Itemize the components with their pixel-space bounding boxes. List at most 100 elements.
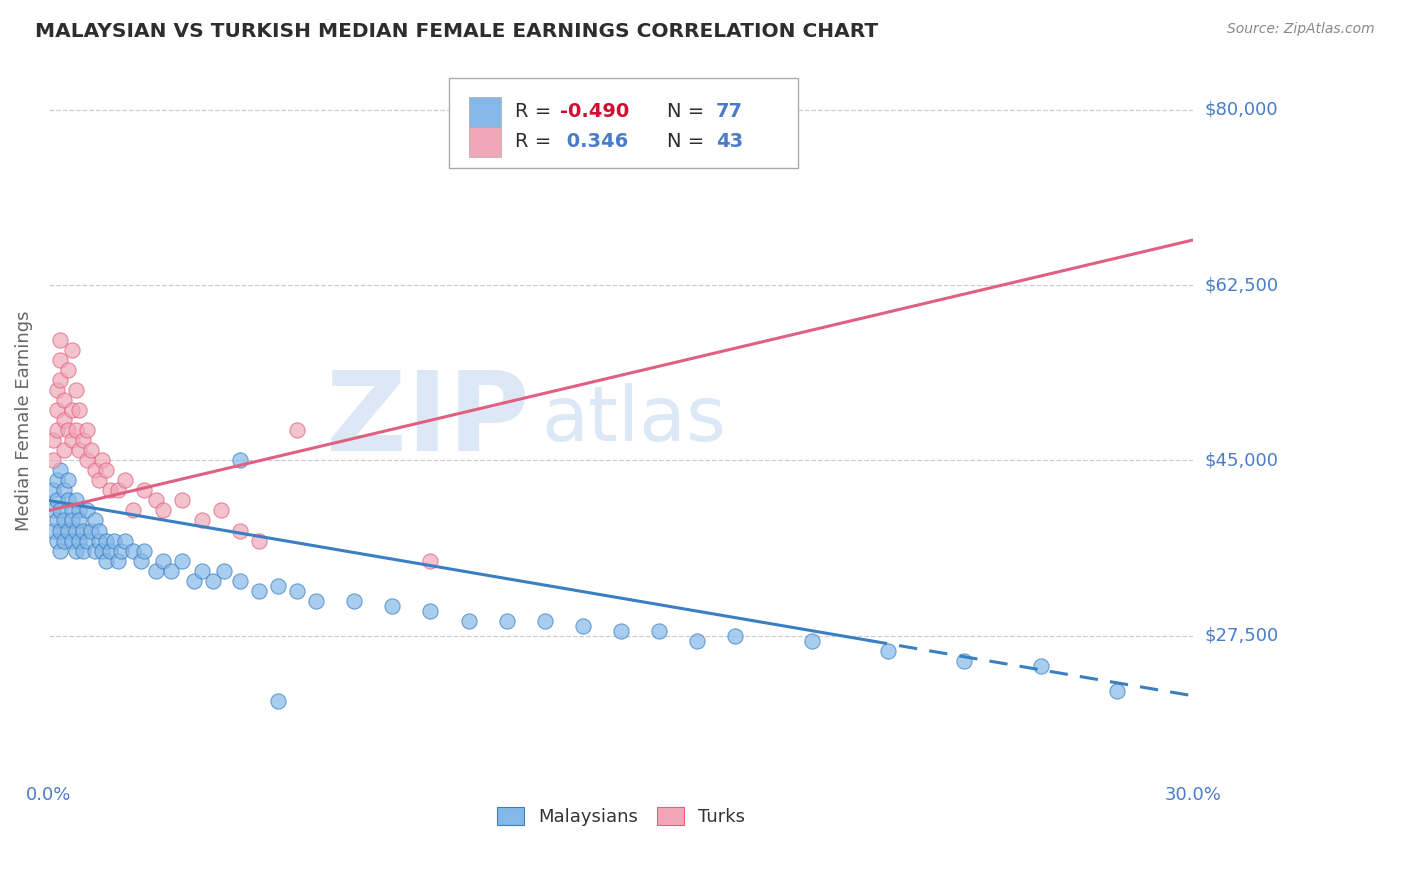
Point <box>76 533 98 548</box>
Point <box>69 403 91 417</box>
FancyBboxPatch shape <box>450 78 799 168</box>
Point <box>53 533 76 548</box>
Point <box>53 443 76 458</box>
Text: N =: N = <box>666 103 710 121</box>
Point <box>610 624 633 638</box>
Point <box>49 543 72 558</box>
Point <box>53 483 76 498</box>
Point <box>49 333 72 347</box>
Point <box>53 514 76 528</box>
Point <box>45 383 67 397</box>
Point <box>80 524 103 538</box>
Point <box>98 483 121 498</box>
Point <box>190 514 212 528</box>
Text: N =: N = <box>666 132 710 152</box>
Text: ZIP: ZIP <box>326 367 530 474</box>
Point <box>87 533 110 548</box>
Point <box>134 483 156 498</box>
Point <box>65 493 87 508</box>
Point <box>76 453 98 467</box>
Text: 43: 43 <box>716 132 744 152</box>
Point <box>49 373 72 387</box>
Point <box>457 614 479 628</box>
Point <box>69 514 91 528</box>
Point <box>60 403 83 417</box>
Point <box>724 629 747 643</box>
Point <box>83 543 105 558</box>
Point <box>56 474 79 488</box>
Y-axis label: Median Female Earnings: Median Female Earnings <box>15 310 32 531</box>
Text: $45,000: $45,000 <box>1205 451 1278 469</box>
Point <box>96 533 118 548</box>
Point <box>343 593 366 607</box>
Point <box>65 524 87 538</box>
Point <box>60 503 83 517</box>
Point <box>247 583 270 598</box>
Point <box>56 524 79 538</box>
Point <box>98 543 121 558</box>
Point <box>877 644 900 658</box>
Point <box>686 633 709 648</box>
Point <box>145 564 167 578</box>
Point <box>42 503 65 517</box>
Point <box>134 543 156 558</box>
Point <box>129 553 152 567</box>
Point <box>96 553 118 567</box>
Point <box>42 483 65 498</box>
Point <box>419 553 441 567</box>
Point <box>45 423 67 437</box>
Point <box>267 694 290 708</box>
Point <box>72 543 94 558</box>
Point <box>110 543 132 558</box>
Point <box>49 463 72 477</box>
Point <box>76 423 98 437</box>
Point <box>69 533 91 548</box>
Text: R =: R = <box>515 132 557 152</box>
Point <box>114 474 136 488</box>
Text: 0.346: 0.346 <box>561 132 628 152</box>
Text: atlas: atlas <box>541 384 725 458</box>
Point <box>103 533 125 548</box>
Point <box>228 453 250 467</box>
Point <box>45 493 67 508</box>
Point <box>145 493 167 508</box>
Point <box>214 564 236 578</box>
Point <box>152 503 174 517</box>
Point <box>91 453 114 467</box>
Point <box>1105 683 1128 698</box>
Point <box>49 353 72 368</box>
Point <box>228 574 250 588</box>
Text: $27,500: $27,500 <box>1205 627 1278 645</box>
FancyBboxPatch shape <box>468 97 501 127</box>
Point <box>201 574 224 588</box>
Text: 77: 77 <box>716 103 742 121</box>
Point <box>800 633 823 648</box>
Point <box>72 524 94 538</box>
Point <box>247 533 270 548</box>
Point <box>96 463 118 477</box>
Point <box>45 403 67 417</box>
Point <box>381 599 404 613</box>
Point <box>80 443 103 458</box>
Point <box>42 453 65 467</box>
Point <box>76 503 98 517</box>
Point <box>87 524 110 538</box>
Point <box>69 503 91 517</box>
Point <box>65 543 87 558</box>
Point <box>152 553 174 567</box>
Point <box>56 423 79 437</box>
Point <box>1029 658 1052 673</box>
Point <box>83 463 105 477</box>
Point <box>190 564 212 578</box>
Point <box>42 434 65 448</box>
Point <box>65 383 87 397</box>
Point <box>419 604 441 618</box>
Point <box>87 474 110 488</box>
Point <box>60 343 83 358</box>
Point <box>228 524 250 538</box>
Text: MALAYSIAN VS TURKISH MEDIAN FEMALE EARNINGS CORRELATION CHART: MALAYSIAN VS TURKISH MEDIAN FEMALE EARNI… <box>35 22 879 41</box>
Point <box>53 413 76 427</box>
Point <box>107 553 129 567</box>
Point <box>91 543 114 558</box>
Point <box>122 543 145 558</box>
